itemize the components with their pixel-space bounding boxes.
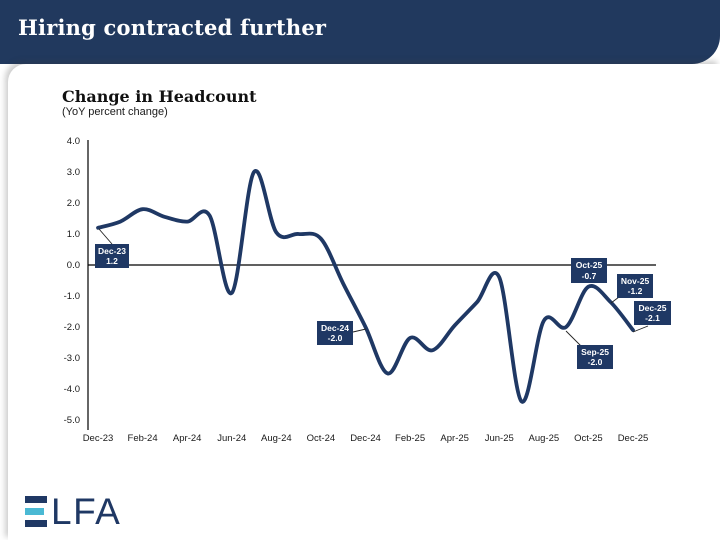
y-tick-label: -2.0 bbox=[64, 322, 80, 333]
callout-label: Dec-23 bbox=[98, 245, 126, 256]
slide-header: Hiring contracted further bbox=[0, 0, 720, 64]
x-tick-label: Jun-25 bbox=[485, 433, 514, 444]
data-callout-dec-23: Dec-23 1.2 bbox=[95, 244, 129, 268]
callout-leader-line bbox=[98, 228, 113, 245]
callout-value: -0.7 bbox=[581, 270, 597, 281]
y-tick-label: 2.0 bbox=[67, 198, 80, 209]
x-tick-label: Apr-24 bbox=[173, 433, 202, 444]
x-tick-label: Apr-25 bbox=[440, 433, 469, 444]
callout-label: Oct-25 bbox=[575, 260, 603, 270]
callout-leader-line bbox=[610, 296, 620, 304]
headcount-line-series bbox=[96, 169, 635, 404]
x-tick-label: Dec-24 bbox=[350, 433, 381, 444]
x-tick-label: Oct-25 bbox=[574, 433, 603, 444]
data-callout-dec-25: Dec-25 -2.1 bbox=[634, 301, 671, 325]
elfa-logo-letters: LFA bbox=[51, 491, 122, 532]
callout-label: Nov-25 bbox=[620, 275, 650, 286]
y-tick-label: 0.0 bbox=[67, 260, 80, 271]
y-tick-label: -5.0 bbox=[64, 415, 80, 426]
callout-label: Dec-25 bbox=[638, 302, 667, 313]
callout-value: -2.0 bbox=[327, 333, 343, 343]
x-tick-label: Feb-24 bbox=[128, 433, 158, 444]
x-tick-label: Dec-23 bbox=[83, 433, 114, 444]
y-tick-label: -3.0 bbox=[64, 353, 80, 364]
callout-label: Sep-25 bbox=[581, 346, 609, 357]
x-tick-label: Jun-24 bbox=[217, 433, 246, 444]
elfa-logo: LFA bbox=[25, 491, 122, 532]
slide-title: Hiring contracted further bbox=[18, 15, 327, 40]
x-tick-label: Feb-25 bbox=[395, 433, 425, 444]
logo-bar-middle bbox=[25, 508, 44, 515]
callout-value: 1.2 bbox=[106, 256, 118, 266]
content-panel bbox=[8, 64, 720, 540]
chart-title: Change in Headcount bbox=[62, 87, 257, 106]
logo-bar-top bbox=[25, 496, 47, 503]
callout-leader-line bbox=[565, 330, 582, 347]
data-callout-oct-25: Oct-25 -0.7 bbox=[571, 258, 607, 283]
y-tick-label: -1.0 bbox=[64, 291, 80, 302]
callout-value: -2.1 bbox=[645, 313, 660, 323]
y-tick-label: -4.0 bbox=[64, 384, 80, 395]
data-callout-sep-25: Sep-25 -2.0 bbox=[577, 345, 613, 369]
callout-value: -2.0 bbox=[587, 357, 603, 367]
x-tick-label: Dec-25 bbox=[618, 433, 649, 444]
chart-subtitle: (YoY percent change) bbox=[62, 106, 168, 118]
callout-leader-line bbox=[632, 325, 649, 333]
elfa-logo-e-icon bbox=[25, 496, 47, 527]
x-tick-label: Aug-24 bbox=[261, 433, 292, 444]
y-tick-label: 1.0 bbox=[67, 229, 80, 240]
x-tick-label: Oct-24 bbox=[307, 433, 336, 444]
callout-value: -1.2 bbox=[627, 286, 643, 296]
logo-bar-bottom bbox=[25, 520, 47, 527]
y-tick-label: 3.0 bbox=[67, 167, 80, 178]
y-tick-label: 4.0 bbox=[67, 136, 80, 147]
data-callout-nov-25: Nov-25 -1.2 bbox=[617, 274, 653, 298]
callout-leader-line bbox=[352, 328, 367, 333]
callout-label: Dec-24 bbox=[321, 322, 349, 333]
data-callout-dec-24: Dec-24 -2.0 bbox=[317, 321, 353, 345]
x-tick-label: Aug-25 bbox=[529, 433, 560, 444]
